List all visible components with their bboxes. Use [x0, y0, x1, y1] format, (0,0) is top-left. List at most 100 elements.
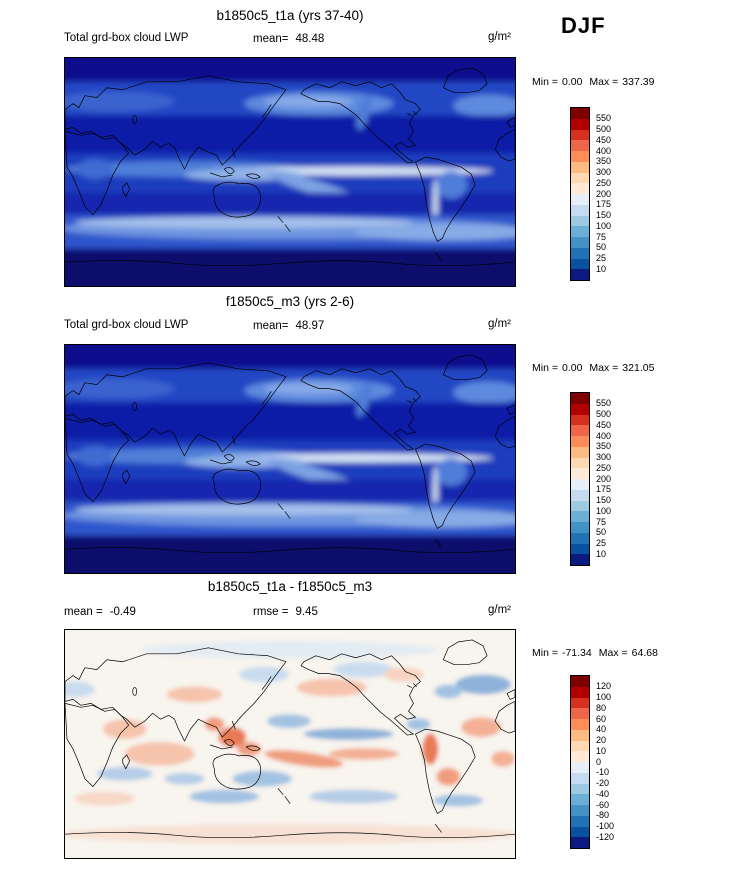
colorbar-cell [571, 129, 589, 141]
panel2-units: g/m² [488, 318, 511, 330]
colorbar-tick-label: 400 [596, 430, 612, 441]
colorbar-cell [571, 543, 589, 555]
panel2-mean-label: mean= [253, 320, 289, 332]
colorbar-tick-label: 150 [596, 495, 612, 505]
colorbar-cell [571, 457, 589, 469]
colorbar-cell [571, 215, 589, 227]
panel1-variable-label: Total grd-box cloud LWP [64, 32, 189, 44]
colorbar-tick-label: 350 [596, 441, 612, 452]
colorbar-cell [571, 500, 589, 512]
panel3-max-label: Max = [598, 647, 628, 659]
panel3-minmax: Min = -71.34 Max = 64.68 [532, 647, 662, 659]
colorbar-tick-label: 75 [596, 516, 607, 527]
panel2-min-value: 0.00 [561, 362, 583, 374]
colorbar-cell [571, 140, 589, 151]
colorbar-cell [571, 479, 589, 490]
colorbar-tick-label: 175 [596, 199, 612, 210]
colorbar-tick-label: 60 [596, 713, 607, 724]
panel3-mean: mean = -0.49 [64, 606, 136, 618]
colorbar-tick-label: 25 [596, 538, 607, 548]
colorbar-cell [571, 247, 589, 259]
panel3-map [64, 629, 516, 859]
colorbar-tick-label: -20 [596, 778, 610, 788]
colorbar-cell [571, 783, 589, 795]
colorbar-tick-label: 250 [596, 177, 612, 188]
colorbar-tick-label: 50 [596, 527, 607, 538]
colorbar-cell [571, 237, 589, 248]
colorbar-tick-label: 25 [596, 253, 607, 263]
panel2-variable-label: Total grd-box cloud LWP [64, 319, 189, 331]
panel1-minmax: Min = 0.00 Max = 337.39 [532, 76, 658, 88]
colorbar-tick-label: 10 [596, 548, 607, 559]
colorbar-cell [571, 183, 589, 194]
colorbar-tick-label: 120 [596, 681, 612, 692]
colorbar-tick-label: -120 [596, 831, 615, 842]
colorbar-tick-label: 100 [596, 692, 612, 702]
colorbar-cell [571, 522, 589, 533]
colorbar-cell [571, 772, 589, 784]
panel3-rmse: rmse = 9.45 [253, 606, 318, 618]
panel1-title: b1850c5_t1a (yrs 37-40) [216, 8, 364, 23]
colorbar-tick-label: 350 [596, 156, 612, 167]
colorbar-cell [571, 511, 589, 522]
colorbar-cell [571, 269, 589, 280]
colorbar-cell [571, 686, 589, 698]
colorbar-cell [571, 751, 589, 762]
panel1-colorbar-labels: 550 500 450 400 350 300 250 200 175 150 100 75 50 25 1… [596, 108, 656, 288]
panel1-max-value: 337.39 [622, 76, 655, 88]
colorbar-cell [571, 403, 589, 415]
colorbar-cell [571, 393, 589, 404]
panel1-mean-value: 48.48 [295, 33, 325, 45]
panel1-colorbar: 550 500 450 400 350 300 250 200 175 150 100 75 50 25 1… [570, 107, 660, 287]
colorbar-cell [571, 436, 589, 447]
colorbar-cell [571, 108, 589, 119]
colorbar-cell [571, 729, 589, 741]
colorbar-tick-label: -80 [596, 810, 610, 821]
colorbar-cell [571, 489, 589, 501]
colorbar-tick-label: 80 [596, 702, 607, 713]
colorbar-cell [571, 554, 589, 565]
colorbar-tick-label: -100 [596, 821, 615, 831]
colorbar-tick-label: 200 [596, 188, 612, 199]
colorbar-tick-label: -10 [596, 767, 610, 778]
colorbar-tick-label: 300 [596, 452, 612, 462]
colorbar-cell [571, 708, 589, 719]
colorbar-tick-label: -60 [596, 799, 610, 810]
panel3-rmse-value: 9.45 [295, 606, 318, 618]
colorbar-cell [571, 118, 589, 130]
colorbar-tick-label: 250 [596, 462, 612, 473]
panel2-min-label: Min = [532, 362, 558, 374]
panel2-map [64, 344, 516, 574]
panel3-title: b1850c5_t1a - f1850c5_m3 [207, 579, 373, 594]
panel2-max-value: 321.05 [622, 362, 655, 374]
colorbar-cell [571, 805, 589, 816]
colorbar-cell [571, 697, 589, 709]
colorbar-cell [571, 532, 589, 544]
panel3-mean-value: -0.49 [109, 606, 136, 618]
colorbar-cell [571, 837, 589, 848]
colorbar-cell [571, 226, 589, 237]
panel3-mean-label: mean = [64, 606, 103, 618]
colorbar-cell [571, 425, 589, 436]
panel2-colorbar: 550 500 450 400 350 300 250 200 175 150 100 75 50 25 1… [570, 392, 660, 572]
panel3-colorbar-cells [570, 675, 590, 849]
panel2-mean-value: 48.97 [295, 320, 325, 332]
colorbar-cell [571, 258, 589, 270]
panel3-max-value: 64.68 [631, 647, 658, 659]
colorbar-cell [571, 719, 589, 730]
colorbar-cell [571, 762, 589, 773]
panel1-units: g/m² [488, 31, 511, 43]
colorbar-cell [571, 161, 589, 173]
colorbar-tick-label: 20 [596, 735, 607, 745]
panel1-min-value: 0.00 [561, 76, 583, 88]
panel3-min-value: -71.34 [561, 647, 592, 659]
colorbar-tick-label: 500 [596, 409, 612, 419]
panel3-min-label: Min = [532, 647, 558, 659]
colorbar-tick-label: 175 [596, 484, 612, 495]
colorbar-tick-label: 10 [596, 263, 607, 274]
panel3-colorbar-labels: 120 100 80 60 40 20 10 0 -10 -20 -40 -60 -80 -100 -120 [596, 676, 656, 856]
colorbar-tick-label: -40 [596, 788, 610, 799]
panel2-minmax: Min = 0.00 Max = 321.05 [532, 362, 658, 374]
panel1-mean: mean= 48.48 [253, 33, 324, 45]
